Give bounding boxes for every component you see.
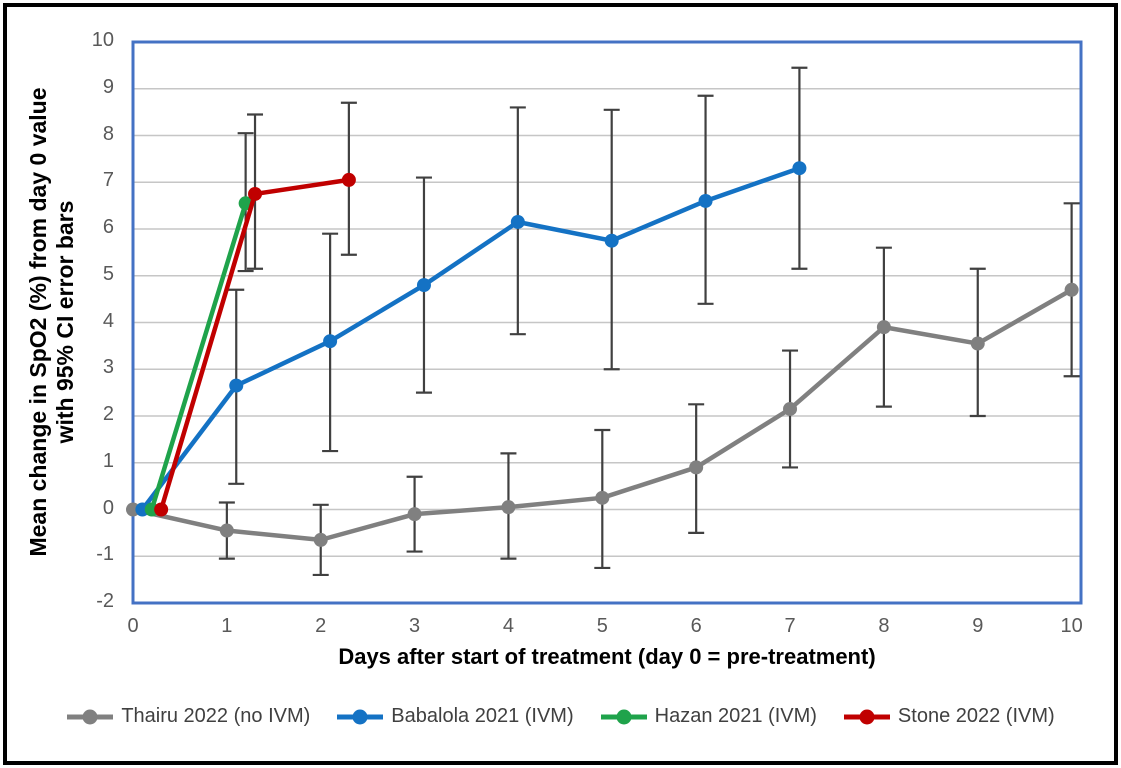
- y-axis-title: Mean change in SpO2 (%) from day 0 value…: [25, 87, 79, 556]
- x-tick-label: 8: [878, 615, 890, 637]
- legend-marker-icon: [600, 709, 647, 724]
- series-marker-1: [510, 214, 525, 229]
- series-marker-0: [876, 320, 891, 335]
- series-marker-0: [689, 460, 704, 475]
- y-tick-label: 7: [102, 169, 114, 192]
- legend-item-2: Hazan 2021 (IVM): [600, 705, 817, 728]
- series-marker-1: [323, 334, 338, 349]
- series-marker-0: [219, 523, 234, 538]
- y-axis-title-line2: with 95% CI error bars: [52, 200, 78, 444]
- y-tick-label: 6: [102, 216, 114, 238]
- series-marker-1: [604, 233, 619, 248]
- x-tick-label: 6: [690, 615, 702, 637]
- y-axis-title-line1: Mean change in SpO2 (%) from day 0 value: [24, 87, 51, 557]
- y-tick-label: 10: [91, 29, 114, 51]
- x-axis-title: Days after start of treatment (day 0 = p…: [338, 644, 876, 669]
- series-marker-0: [970, 336, 985, 351]
- series-marker-0: [407, 507, 422, 522]
- y-tick-label: 9: [102, 75, 114, 98]
- y-tick-label: 0: [102, 496, 114, 519]
- x-tick-label: 5: [596, 615, 608, 637]
- legend-marker-icon: [67, 709, 114, 724]
- y-tick-label: 2: [102, 403, 114, 425]
- legend-label: Stone 2022 (IVM): [897, 705, 1055, 727]
- series-line-2: [149, 201, 248, 512]
- x-tick-label: 9: [972, 615, 984, 637]
- legend-label: Hazan 2021 (IVM): [654, 705, 817, 727]
- y-tick-label: 5: [102, 262, 114, 285]
- legend-marker-icon: [337, 709, 384, 724]
- series-marker-0: [501, 500, 516, 515]
- legend-item-0: Thairu 2022 (no IVM): [66, 705, 310, 728]
- series-marker-1: [698, 193, 713, 208]
- series-marker-3: [341, 172, 356, 187]
- series-marker-1: [792, 161, 807, 176]
- legend-label: Babalola 2021 (IVM): [391, 705, 574, 727]
- x-tick-label: 7: [784, 615, 796, 637]
- legend-item-1: Babalola 2021 (IVM): [336, 705, 574, 728]
- series-marker-0: [1064, 282, 1079, 297]
- x-tick-label: 1: [221, 615, 233, 637]
- x-tick-label: 4: [502, 615, 514, 637]
- y-tick-label: 3: [102, 356, 114, 379]
- plot-border: [131, 40, 1083, 605]
- series-marker-0: [595, 490, 610, 505]
- legend: Thairu 2022 (no IVM) Babalola 2021 (IVM) H…: [0, 705, 1121, 728]
- y-tick-label: 8: [102, 122, 114, 145]
- y-tick-label: 1: [102, 449, 114, 472]
- y-tick-label: 4: [102, 309, 114, 332]
- legend-label: Thairu 2022 (no IVM): [121, 705, 311, 727]
- series-marker-1: [229, 378, 244, 393]
- y-tick-label: -1: [96, 543, 114, 566]
- x-tick-label: 2: [315, 615, 327, 637]
- series-marker-1: [416, 278, 431, 293]
- series-line-1: [140, 165, 802, 512]
- x-tick-label: 10: [1060, 615, 1083, 637]
- series-marker-0: [313, 532, 328, 547]
- x-tick-label: 3: [409, 615, 421, 637]
- series-marker-0: [783, 401, 798, 416]
- y-tick-label: -2: [96, 590, 114, 612]
- series-marker-3: [154, 502, 169, 517]
- legend-item-3: Stone 2022 (IVM): [843, 705, 1055, 728]
- x-tick-label: 0: [127, 615, 139, 637]
- series-marker-3: [248, 186, 263, 201]
- legend-marker-icon: [843, 709, 890, 724]
